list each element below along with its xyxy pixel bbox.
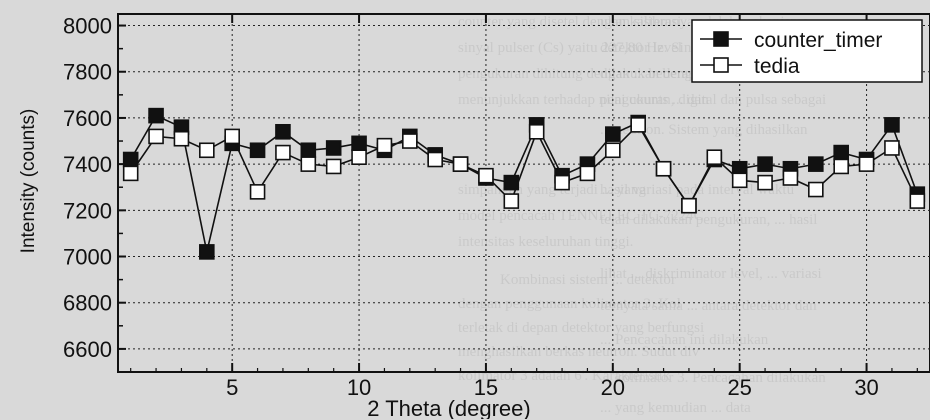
y-tick-label: 7400 [63, 152, 112, 177]
data-point-tedia [579, 165, 596, 182]
y-tick-label: 7600 [63, 106, 112, 131]
data-point-tedia [122, 165, 139, 182]
data-point-tedia [884, 140, 900, 156]
data-point-tedia [224, 128, 240, 145]
x-tick-label: 30 [854, 375, 878, 400]
data-point-tedia [757, 174, 773, 191]
data-point-tedia [909, 193, 926, 209]
data-point-counter_timer [757, 156, 773, 172]
legend-label-tedia: tedia [754, 55, 800, 78]
series-line-counter_timer [129, 114, 919, 253]
legend-marker-tedia [713, 57, 729, 73]
legend-box [691, 19, 923, 83]
data-point-counter_timer [325, 140, 342, 156]
data-point-counter_timer [199, 244, 215, 260]
data-point-counter_timer [122, 151, 139, 168]
data-point-counter_timer [300, 142, 317, 159]
data-point-counter_timer [275, 123, 291, 140]
plot-area [117, 13, 930, 373]
data-point-tedia [427, 151, 443, 168]
data-point-tedia [528, 123, 545, 140]
y-tick-label: 7800 [63, 60, 112, 85]
data-point-counter_timer [884, 117, 900, 133]
data-point-tedia [300, 156, 317, 172]
data-point-tedia [808, 181, 824, 198]
data-point-tedia [731, 172, 748, 189]
data-point-counter_timer [148, 107, 164, 124]
x-tick-label: 25 [727, 375, 751, 400]
series-line-tedia [130, 123, 919, 208]
data-point-tedia [173, 130, 190, 147]
data-point-tedia [782, 170, 799, 186]
y-tick-label: 7000 [63, 245, 112, 270]
data-point-counter_timer [249, 142, 266, 159]
data-point-tedia [655, 160, 672, 177]
y-axis-label: Intensity (counts) [18, 109, 39, 254]
data-point-counter_timer [351, 135, 367, 152]
y-tick-label: 6600 [63, 337, 112, 362]
data-point-tedia [706, 149, 723, 165]
data-point-tedia [249, 184, 266, 200]
data-point-tedia [275, 144, 291, 161]
legend-label-counter_timer: counter_timer [754, 29, 882, 52]
data-point-tedia [402, 133, 418, 149]
data-point-tedia [325, 158, 342, 175]
data-point-tedia [858, 156, 875, 172]
data-point-tedia [503, 193, 520, 209]
x-tick-label: 10 [347, 375, 371, 400]
data-point-tedia [478, 167, 494, 184]
data-point-tedia [554, 174, 570, 191]
data-point-tedia [199, 142, 215, 159]
data-point-tedia [376, 137, 393, 154]
data-point-tedia [351, 149, 367, 165]
data-point-tedia [630, 117, 646, 133]
data-point-tedia [452, 156, 469, 172]
x-tick-label: 15 [474, 375, 498, 400]
data-point-tedia [605, 142, 621, 159]
legend-marker-counter_timer [713, 31, 729, 47]
y-tick-label: 6800 [63, 291, 112, 316]
data-point-counter_timer [808, 156, 824, 172]
data-point-counter_timer [833, 144, 849, 161]
data-point-tedia [833, 158, 849, 175]
data-point-tedia [148, 128, 164, 145]
x-tick-label: 20 [601, 375, 625, 400]
y-tick-label: 7200 [63, 198, 112, 223]
data-point-counter_timer [605, 126, 621, 142]
y-tick-label: 8000 [63, 14, 112, 39]
x-axis-label: 2 Theta (degree) [367, 396, 530, 419]
x-tick-label: 5 [226, 375, 238, 400]
data-point-tedia [681, 197, 697, 214]
